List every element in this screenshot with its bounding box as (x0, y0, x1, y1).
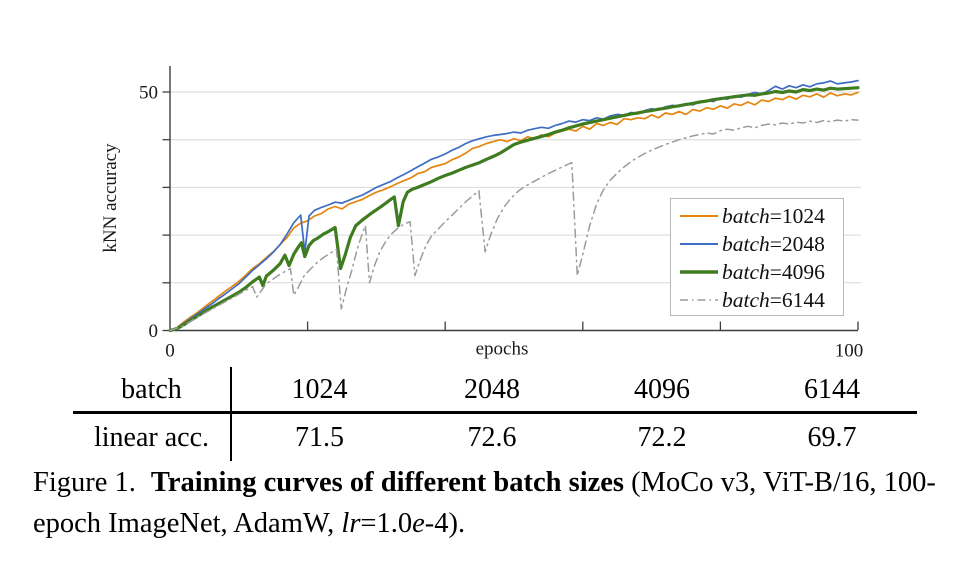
legend-line-sample (680, 243, 718, 245)
legend-label: batch=6144 (722, 287, 825, 312)
y-axis-label: kNN accuracy (100, 143, 121, 253)
training-curves-chart: 0 50 0 100 epochs kNN accuracy (100, 66, 864, 362)
legend-line-sample (680, 270, 718, 274)
caption-lr-italic: lr (341, 508, 361, 539)
table-batch-value: 4096 (577, 367, 747, 414)
legend-label: batch=1024 (722, 203, 825, 228)
table-batch-value: 1024 (232, 367, 407, 414)
legend: batch=1024 batch=2048 batch=4096 batch=6144 (670, 198, 844, 316)
table-batch-value: 6144 (747, 367, 917, 414)
series-batch-4096-line (168, 86, 860, 333)
table-linear-acc-value: 71.5 (295, 422, 344, 453)
table-linear-acc-value: 72.6 (467, 422, 517, 453)
x-tick-label-0: 0 (165, 341, 175, 362)
y-tick-label-50: 50 (139, 83, 158, 104)
caption-e-italic: e (412, 508, 425, 539)
table-linear-acc-value: 72.2 (637, 422, 687, 453)
table-batch-value: 2048 (407, 367, 577, 414)
legend-item-batch-4096: batch=4096 (671, 258, 843, 286)
series-batch-1024-line (169, 91, 859, 332)
y-tick-label-0: 0 (149, 321, 159, 342)
caption-figure-label: Figure 1. (33, 467, 136, 498)
caption-details: (MoCo v3, ViT-B/16, 100-epoch ImageNet, … (33, 467, 936, 539)
x-axis-label: epochs (476, 339, 529, 360)
series-batch-6144-line (169, 118, 859, 332)
table-row1-label: batch (73, 367, 232, 414)
legend-line-sample (680, 299, 718, 301)
caption-bold-title: Training curves of different batch sizes (150, 467, 625, 498)
table-row2-label: linear acc. (73, 414, 232, 461)
chart-svg: 0 50 0 100 epochs kNN accuracy (100, 66, 864, 362)
x-tick-label-100: 100 (835, 341, 864, 362)
legend-line-sample (680, 215, 718, 217)
legend-item-batch-6144: batch=6144 (671, 286, 843, 314)
figure-caption: Figure 1. Training curves of different ba… (33, 462, 941, 544)
table-linear-acc-value: 69.7 (807, 422, 857, 453)
legend-item-batch-1024: batch=1024 (671, 202, 843, 230)
results-table: batch 1024 2048 4096 6144 linear acc. 71… (73, 367, 917, 461)
legend-label: batch=4096 (722, 259, 825, 284)
legend-item-batch-2048: batch=2048 (671, 230, 843, 258)
legend-label: batch=2048 (722, 231, 825, 256)
